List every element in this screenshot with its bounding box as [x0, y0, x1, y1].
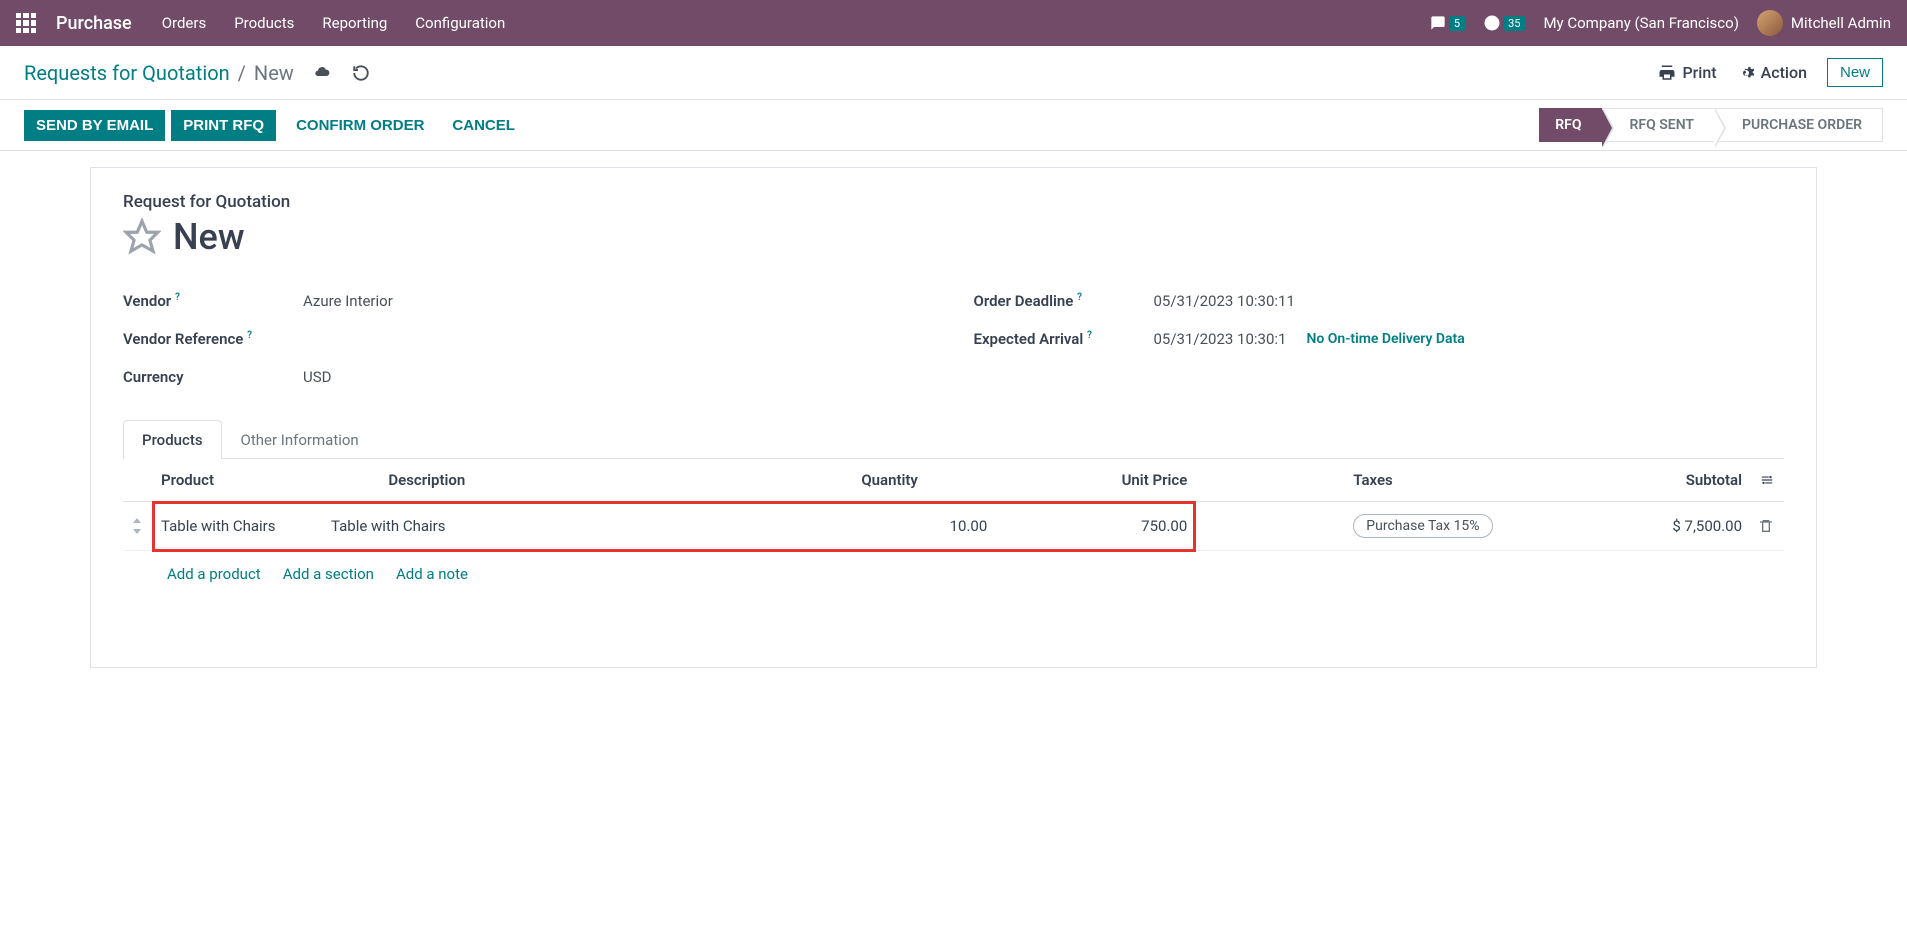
cell-quantity[interactable]: 10.00 [875, 505, 995, 548]
currency-field[interactable]: USD [303, 368, 331, 386]
form-sheet: Request for Quotation New Vendor ? Azure… [90, 167, 1817, 668]
cell-description[interactable]: Table with Chairs [323, 505, 875, 548]
vendor-field[interactable]: Azure Interior [303, 292, 393, 310]
nav-products[interactable]: Products [234, 14, 294, 32]
tabs: Products Other Information [123, 420, 1784, 459]
optional-columns-button[interactable] [1758, 473, 1776, 487]
col-taxes: Taxes [1345, 459, 1606, 502]
activities-count: 35 [1503, 16, 1525, 31]
col-unit-price: Unit Price [926, 459, 1195, 502]
discard-icon[interactable] [352, 64, 370, 82]
messages-button[interactable]: 5 [1429, 15, 1465, 31]
delete-row-button[interactable] [1758, 518, 1776, 534]
send-by-email-button[interactable]: SEND BY EMAIL [24, 110, 165, 141]
add-note-link[interactable]: Add a note [396, 565, 468, 583]
cell-unit-price[interactable]: 750.00 [995, 505, 1195, 548]
cancel-button[interactable]: CANCEL [438, 110, 529, 141]
app-brand[interactable]: Purchase [56, 13, 132, 34]
status-purchase-order[interactable]: PURCHASE ORDER [1714, 108, 1883, 142]
cell-subtotal: $ 7,500.00 [1606, 502, 1750, 551]
col-product: Product [153, 459, 380, 502]
add-product-link[interactable]: Add a product [167, 565, 261, 583]
control-panel: Requests for Quotation / New Print Actio… [0, 46, 1907, 100]
cell-product[interactable]: Table with Chairs [153, 505, 323, 548]
sort-icon [131, 518, 143, 534]
add-section-link[interactable]: Add a section [283, 565, 374, 583]
print-rfq-button[interactable]: PRINT RFQ [171, 110, 276, 141]
clock-icon [1483, 14, 1501, 32]
tab-other-information[interactable]: Other Information [222, 420, 378, 459]
help-icon[interactable]: ? [175, 292, 180, 303]
company-selector[interactable]: My Company (San Francisco) [1543, 14, 1738, 32]
breadcrumb-current: New [254, 61, 294, 85]
col-quantity: Quantity [687, 459, 926, 502]
top-navbar: Purchase Orders Products Reporting Confi… [0, 0, 1907, 46]
breadcrumb-parent[interactable]: Requests for Quotation [24, 61, 230, 85]
gear-icon [1737, 64, 1755, 82]
sliders-icon [1758, 473, 1776, 487]
print-button[interactable]: Print [1658, 63, 1716, 82]
breadcrumb-separator: / [238, 61, 246, 85]
tax-pill: Purchase Tax 15% [1353, 514, 1492, 538]
print-icon [1658, 64, 1676, 82]
apps-icon[interactable] [16, 13, 36, 33]
drag-handle[interactable] [123, 502, 153, 551]
action-bar: SEND BY EMAIL PRINT RFQ CONFIRM ORDER CA… [0, 100, 1907, 151]
confirm-order-button[interactable]: CONFIRM ORDER [282, 110, 438, 141]
help-icon[interactable]: ? [1087, 330, 1092, 341]
arrival-label: Expected Arrival ? [974, 330, 1154, 348]
cloud-save-icon[interactable] [312, 64, 332, 82]
currency-label: Currency [123, 368, 303, 386]
nav-configuration[interactable]: Configuration [415, 14, 505, 32]
new-button[interactable]: New [1827, 58, 1883, 87]
trash-icon [1758, 518, 1774, 534]
user-name: Mitchell Admin [1791, 14, 1891, 32]
status-bar: RFQ RFQ SENT PURCHASE ORDER [1539, 108, 1883, 142]
help-icon[interactable]: ? [1077, 292, 1082, 303]
nav-orders[interactable]: Orders [162, 14, 207, 32]
col-description: Description [380, 459, 686, 502]
chat-icon [1429, 15, 1447, 31]
add-links: Add a product Add a section Add a note [123, 551, 1784, 643]
tab-products[interactable]: Products [123, 420, 222, 459]
messages-count: 5 [1449, 16, 1465, 31]
doc-subtitle: Request for Quotation [123, 192, 1784, 212]
nav-reporting[interactable]: Reporting [322, 14, 387, 32]
priority-star[interactable] [123, 218, 161, 256]
delivery-data-link[interactable]: No On-time Delivery Data [1306, 331, 1464, 347]
help-icon[interactable]: ? [247, 330, 252, 341]
status-rfq-sent[interactable]: RFQ SENT [1602, 108, 1714, 142]
vendor-label: Vendor ? [123, 292, 303, 310]
table-row[interactable]: Table with Chairs Table with Chairs 10.0… [123, 502, 1784, 551]
order-lines-table: Product Description Quantity Unit Price … [123, 459, 1784, 551]
nav-menu: Orders Products Reporting Configuration [162, 14, 506, 32]
col-subtotal: Subtotal [1606, 459, 1750, 502]
activities-button[interactable]: 35 [1483, 14, 1525, 32]
star-icon [123, 218, 161, 256]
cell-taxes[interactable]: Purchase Tax 15% [1345, 502, 1606, 551]
arrival-field[interactable]: 05/31/2023 10:30:1 [1154, 330, 1287, 348]
deadline-field[interactable]: 05/31/2023 10:30:11 [1154, 292, 1295, 310]
vendor-ref-label: Vendor Reference ? [123, 330, 303, 348]
action-button[interactable]: Action [1737, 63, 1807, 82]
avatar [1757, 10, 1783, 36]
user-menu[interactable]: Mitchell Admin [1757, 10, 1891, 36]
status-rfq[interactable]: RFQ [1539, 108, 1601, 142]
doc-title: New [173, 216, 245, 258]
deadline-label: Order Deadline ? [974, 292, 1154, 310]
